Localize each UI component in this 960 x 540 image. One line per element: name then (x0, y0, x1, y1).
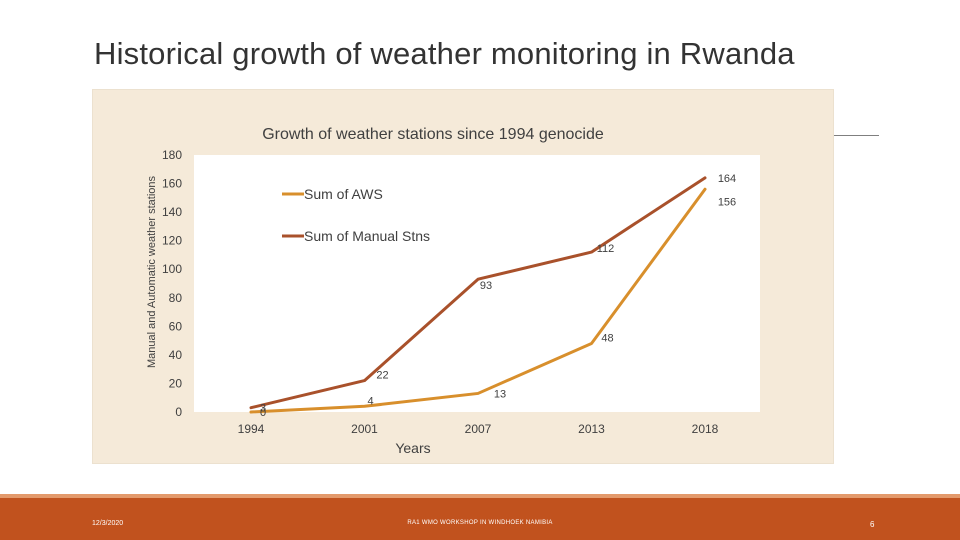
y-tick-label: 140 (162, 205, 182, 219)
y-tick-label: 60 (169, 319, 183, 333)
y-tick-label: 20 (169, 376, 183, 390)
data-label: 22 (376, 370, 388, 382)
data-label: 48 (601, 332, 613, 344)
x-axis-label: Years (395, 440, 430, 456)
data-label: 164 (718, 173, 736, 185)
data-label: 4 (367, 395, 373, 407)
data-label: 3 (260, 403, 266, 415)
data-label: 112 (597, 243, 615, 255)
footer-accent-line (0, 494, 960, 498)
legend-label: Sum of AWS (304, 186, 383, 202)
y-tick-label: 160 (162, 177, 182, 191)
chart-title: Growth of weather stations since 1994 ge… (262, 126, 604, 143)
data-label: 156 (718, 196, 736, 208)
x-tick-label: 2018 (692, 422, 719, 436)
data-label: 0 (260, 407, 266, 419)
x-tick-label: 2007 (465, 422, 492, 436)
y-tick-label: 80 (169, 291, 183, 305)
x-tick-label: 2001 (351, 422, 378, 436)
y-tick-label: 100 (162, 262, 182, 276)
y-tick-label: 0 (175, 405, 182, 419)
footer-event: RA1 WMO WORKSHOP IN WINDHOEK NAMIBIA (407, 520, 553, 526)
series-line-aws (249, 187, 707, 414)
data-label: 93 (480, 280, 492, 292)
data-label: 13 (494, 388, 506, 400)
footer-date: 12/3/2020 (92, 520, 124, 527)
y-tick-label: 40 (169, 348, 183, 362)
page-number: 6 (870, 520, 875, 529)
y-tick-label: 120 (162, 234, 182, 248)
legend-label: Sum of Manual Stns (304, 228, 430, 244)
footer-bar (0, 498, 960, 540)
series-line-manual (249, 176, 707, 410)
slide-title: Historical growth of weather monitoring … (94, 36, 795, 71)
x-tick-label: 2013 (578, 422, 605, 436)
y-axis-label: Manual and Automatic weather stations (146, 176, 158, 369)
decorative-divider (832, 135, 879, 136)
plot-area (194, 155, 760, 412)
y-tick-label: 180 (162, 148, 182, 162)
x-tick-label: 1994 (238, 422, 265, 436)
